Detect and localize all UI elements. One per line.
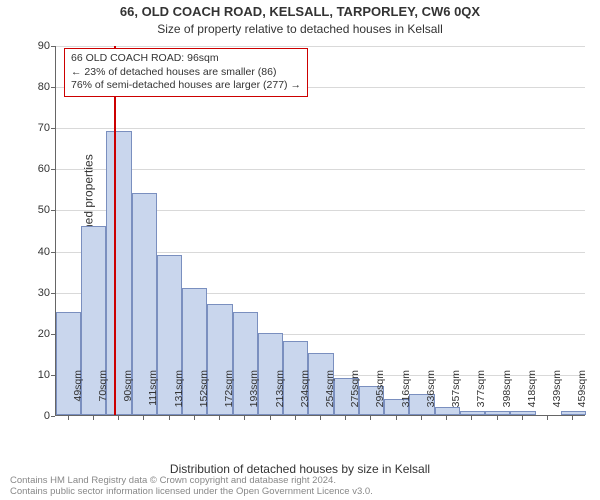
plot-area: 66 OLD COACH ROAD: 96sqm ← 23% of detach… — [55, 46, 585, 416]
x-tick-label: 357sqm — [450, 370, 462, 418]
y-tick-mark — [51, 252, 55, 253]
x-tick-label: 316sqm — [400, 370, 412, 418]
x-tick-mark — [497, 416, 498, 420]
bars-layer — [56, 46, 585, 415]
x-tick-mark — [118, 416, 119, 420]
x-tick-label: 459sqm — [576, 370, 588, 418]
y-tick-mark — [51, 46, 55, 47]
x-axis-label: Distribution of detached houses by size … — [0, 462, 600, 476]
y-tick-mark — [51, 87, 55, 88]
x-tick-mark — [244, 416, 245, 420]
x-tick-label: 234sqm — [299, 370, 311, 418]
x-tick-mark — [143, 416, 144, 420]
x-tick-label: 398sqm — [501, 370, 513, 418]
y-tick-mark — [51, 334, 55, 335]
annotation-line-1: 66 OLD COACH ROAD: 96sqm — [71, 52, 301, 66]
x-tick-mark — [471, 416, 472, 420]
y-tick-label: 70 — [5, 122, 50, 134]
y-tick-label: 60 — [5, 163, 50, 175]
annotation-line-3: 76% of semi-detached houses are larger (… — [71, 79, 301, 93]
y-tick-label: 40 — [5, 246, 50, 258]
x-tick-mark — [572, 416, 573, 420]
footer-attribution: Contains HM Land Registry data © Crown c… — [10, 476, 373, 498]
y-tick-mark — [51, 293, 55, 294]
x-tick-label: 418sqm — [526, 370, 538, 418]
x-tick-mark — [446, 416, 447, 420]
x-tick-mark — [219, 416, 220, 420]
chart-title-main: 66, OLD COACH ROAD, KELSALL, TARPORLEY, … — [0, 4, 600, 19]
y-tick-mark — [51, 375, 55, 376]
x-tick-mark — [370, 416, 371, 420]
x-tick-label: 49sqm — [72, 370, 84, 418]
x-tick-mark — [547, 416, 548, 420]
property-marker-line — [114, 46, 116, 415]
x-tick-mark — [320, 416, 321, 420]
property-size-histogram: 66, OLD COACH ROAD, KELSALL, TARPORLEY, … — [0, 0, 600, 500]
y-tick-mark — [51, 210, 55, 211]
y-tick-label: 30 — [5, 287, 50, 299]
x-tick-label: 70sqm — [97, 370, 109, 418]
x-tick-mark — [194, 416, 195, 420]
x-tick-label: 131sqm — [173, 370, 185, 418]
annotation-line-2: ← 23% of detached houses are smaller (86… — [71, 66, 301, 80]
x-tick-mark — [345, 416, 346, 420]
y-tick-label: 80 — [5, 81, 50, 93]
y-tick-label: 0 — [5, 410, 50, 422]
x-tick-label: 275sqm — [349, 370, 361, 418]
x-tick-mark — [522, 416, 523, 420]
x-tick-mark — [169, 416, 170, 420]
x-tick-label: 90sqm — [122, 370, 134, 418]
y-tick-label: 10 — [5, 369, 50, 381]
x-tick-label: 152sqm — [198, 370, 210, 418]
x-tick-mark — [295, 416, 296, 420]
x-tick-mark — [270, 416, 271, 420]
x-tick-label: 336sqm — [425, 370, 437, 418]
x-tick-mark — [68, 416, 69, 420]
x-tick-label: 213sqm — [274, 370, 286, 418]
x-tick-mark — [93, 416, 94, 420]
x-tick-label: 295sqm — [374, 370, 386, 418]
y-tick-label: 90 — [5, 40, 50, 52]
x-tick-label: 254sqm — [324, 370, 336, 418]
x-tick-label: 193sqm — [248, 370, 260, 418]
x-tick-label: 439sqm — [551, 370, 563, 418]
y-tick-label: 20 — [5, 328, 50, 340]
x-tick-mark — [421, 416, 422, 420]
x-tick-label: 172sqm — [223, 370, 235, 418]
y-tick-mark — [51, 128, 55, 129]
y-tick-mark — [51, 416, 55, 417]
footer-line-2: Contains public sector information licen… — [10, 487, 373, 498]
y-tick-label: 50 — [5, 204, 50, 216]
y-tick-mark — [51, 169, 55, 170]
x-tick-mark — [396, 416, 397, 420]
x-tick-label: 111sqm — [147, 370, 159, 418]
annotation-box: 66 OLD COACH ROAD: 96sqm ← 23% of detach… — [64, 48, 308, 97]
x-tick-label: 377sqm — [475, 370, 487, 418]
chart-title-sub: Size of property relative to detached ho… — [0, 22, 600, 36]
